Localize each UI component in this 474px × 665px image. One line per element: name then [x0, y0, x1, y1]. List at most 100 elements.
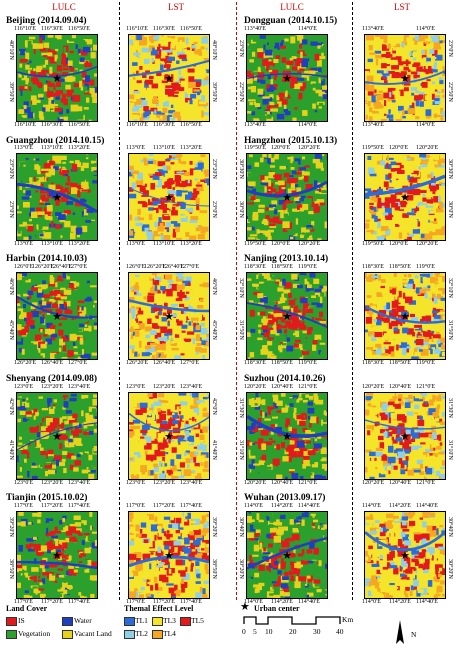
longitude-bottom-label: 114°20'E [271, 599, 293, 605]
longitude-bottom-label: 120°20'E [244, 480, 267, 486]
label-vegetation: Vegetation [18, 629, 51, 638]
longitude-top-label: 117°0'E [126, 503, 145, 509]
longitude-bottom-label: 118°50'E [389, 360, 411, 366]
longitude-top-label: 121°0'E [298, 384, 318, 390]
city-title: Wuhan (2013.09.17) [244, 493, 326, 503]
latitude-label: 31°10'N [447, 440, 453, 460]
latitude-label: 38°50'N [8, 559, 14, 579]
lst-map-panel: ★ [364, 34, 446, 122]
longitude-top-label: 113°40'E [362, 26, 384, 32]
longitude-top-label: 120°20'E [416, 145, 439, 151]
longitude-bottom-label: 120°40'E [389, 480, 412, 486]
longitude-top-label: 113°20'E [180, 145, 202, 151]
longitude-top-label: 113°0'E [14, 145, 33, 151]
longitude-top-label: 119°50'E [362, 145, 384, 151]
longitude-bottom-label: 120°20'E [298, 241, 321, 247]
latitude-label: 45°40'N [211, 320, 217, 340]
longitude-bottom-label: 120°20'E [416, 241, 439, 247]
longitude-top-label: 113°40'E [244, 26, 266, 32]
latitude-label: 22°50'N [238, 82, 244, 102]
latitude-label: 39°50'N [8, 82, 14, 102]
longitude-top-label: 126°40'E [50, 264, 73, 270]
longitude-top-label: 114°0'E [298, 26, 317, 32]
svg-text:★: ★ [52, 192, 62, 204]
longitude-bottom-label: 127°0'E [180, 360, 200, 366]
longitude-top-label: 113°0'E [126, 145, 145, 151]
latitude-label: 40°10'N [211, 40, 217, 60]
longitude-top-label: 113°10'E [153, 145, 175, 151]
longitude-top-label: 114°20'E [389, 503, 411, 509]
svg-text:★: ★ [282, 311, 292, 323]
longitude-bottom-label: 121°0'E [298, 480, 318, 486]
swatch-is [6, 617, 17, 626]
longitude-top-label: 120°0'E [389, 145, 409, 151]
city-title: Suzhou (2014.10.26) [244, 374, 326, 384]
longitude-bottom-label: 114°0'E [244, 599, 263, 605]
lst-map-panel: ★ [364, 511, 446, 599]
longitude-top-label: 126°20'E [32, 264, 55, 270]
longitude-top-label: 116°30'E [153, 26, 175, 32]
longitude-top-label: 123°0'E [126, 384, 146, 390]
divider-right [352, 2, 353, 600]
latitude-label: 22°50'N [447, 82, 453, 102]
lulc-map-panel: ★ [16, 511, 98, 599]
longitude-top-label: 119°0'E [298, 264, 317, 270]
longitude-bottom-label: 117°40'E [68, 599, 90, 605]
label-tl2: TL2 [135, 629, 148, 638]
city-title: Harbin (2014.10.03) [6, 254, 88, 264]
lst-map-panel: ★ [128, 34, 210, 122]
longitude-bottom-label: 123°40'E [180, 480, 203, 486]
label-is: IS [18, 616, 25, 625]
swatch-tl4 [152, 630, 163, 639]
lulc-map-panel: ★ [16, 392, 98, 480]
longitude-bottom-label: 114°40'E [298, 599, 320, 605]
divider-center [236, 2, 237, 600]
lst-map-panel: ★ [128, 272, 210, 360]
longitude-top-label: 116°10'E [126, 26, 148, 32]
longitude-top-label: 113°10'E [41, 145, 63, 151]
latitude-label: 30°30'N [447, 159, 453, 179]
longitude-bottom-label: 123°0'E [126, 480, 146, 486]
lulc-map-panel: ★ [246, 153, 328, 241]
latitude-label: 42°0'N [8, 398, 14, 415]
swatch-tl1 [124, 617, 135, 626]
longitude-bottom-label: 116°10'E [14, 122, 36, 128]
longitude-bottom-label: 113°40'E [362, 122, 384, 128]
lst-map-image: ★ [365, 154, 445, 240]
latitude-label: 31°10'N [238, 440, 244, 460]
longitude-bottom-label: 126°40'E [41, 360, 64, 366]
lulc-map-panel: ★ [16, 272, 98, 360]
latitude-label: 32°10'N [238, 278, 244, 298]
lulc-map-image: ★ [17, 393, 97, 479]
header-lst-right: LST [393, 2, 410, 12]
longitude-bottom-label: 114°0'E [298, 122, 317, 128]
north-arrow-icon [396, 620, 404, 644]
longitude-top-label: 118°30'E [362, 264, 384, 270]
lulc-map-panel: ★ [246, 34, 328, 122]
city-title: Nanjing (2013.10.14) [244, 254, 329, 264]
latitude-label: 39°50'N [211, 82, 217, 102]
longitude-top-label: 120°20'E [298, 145, 321, 151]
longitude-top-label: 118°50'E [389, 264, 411, 270]
swatch-tl2 [124, 630, 135, 639]
latitude-label: 39°20'N [8, 517, 14, 537]
longitude-top-label: 114°40'E [416, 503, 438, 509]
longitude-bottom-label: 117°40'E [180, 599, 202, 605]
longitude-bottom-label: 116°50'E [68, 122, 90, 128]
longitude-top-label: 126°20'E [144, 264, 167, 270]
label-tl1: TL1 [135, 616, 148, 625]
longitude-top-label: 127°0'E [180, 264, 200, 270]
svg-text:★: ★ [164, 192, 174, 204]
longitude-top-label: 126°40'E [162, 264, 185, 270]
lulc-map-panel: ★ [246, 511, 328, 599]
longitude-top-label: 123°20'E [41, 384, 64, 390]
longitude-bottom-label: 123°20'E [153, 480, 176, 486]
thermal-title: Themal Effect Level [124, 604, 194, 613]
scale-tick-label: 10 [265, 627, 273, 636]
latitude-label: 46°0'N [211, 278, 217, 295]
longitude-top-label: 116°50'E [180, 26, 202, 32]
lst-map-panel: ★ [128, 511, 210, 599]
longitude-bottom-label: 120°40'E [271, 480, 294, 486]
latitude-label: 41°40'N [211, 440, 217, 460]
lst-map-panel: ★ [364, 153, 446, 241]
